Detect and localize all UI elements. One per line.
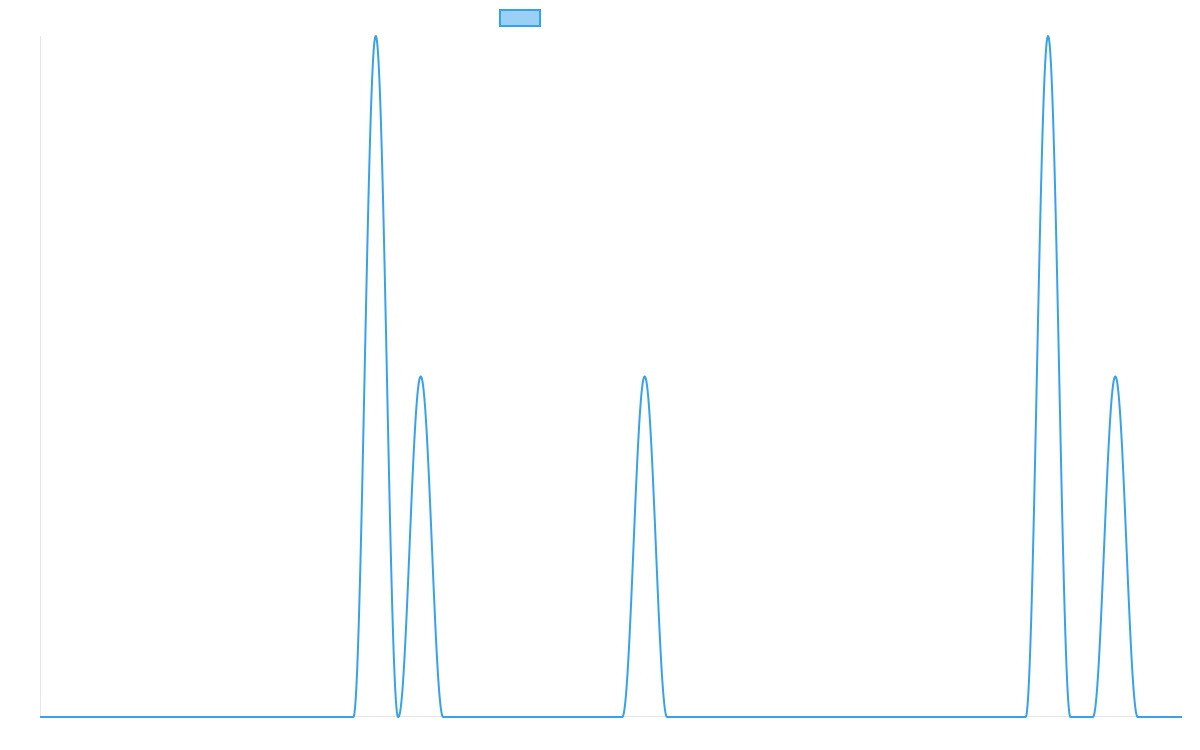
series-line-0 xyxy=(39,35,1183,718)
legend-swatch[interactable] xyxy=(499,9,541,27)
legend xyxy=(499,9,541,27)
series-layer xyxy=(39,35,1183,718)
